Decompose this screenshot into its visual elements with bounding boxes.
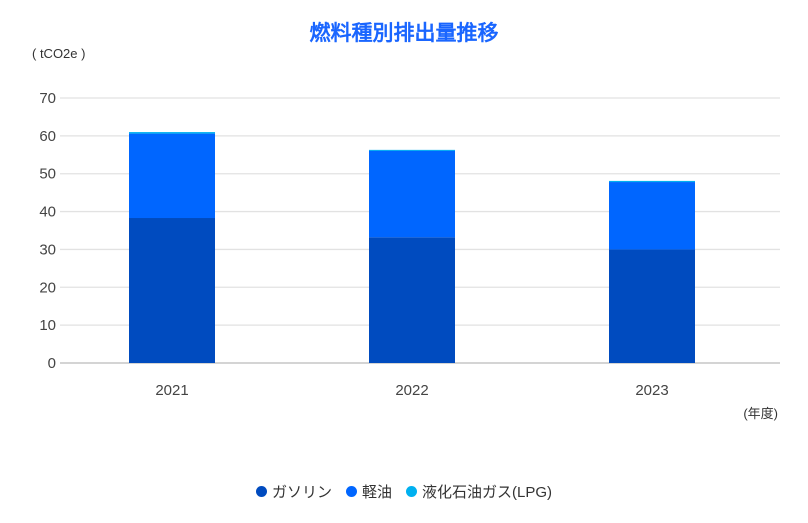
legend-label: 軽油 bbox=[361, 484, 392, 501]
y-tick-label: 50 bbox=[39, 166, 56, 183]
legend-item[interactable]: 液化石油ガス(LPG) bbox=[406, 481, 552, 502]
bar-2021-series-2 bbox=[129, 132, 215, 134]
y-tick-label: 30 bbox=[39, 241, 56, 258]
legend-dot-icon bbox=[345, 486, 357, 497]
y-axis-unit-label: ( tCO2e ) bbox=[32, 46, 85, 61]
y-tick-label: 0 bbox=[48, 355, 56, 372]
legend-label: 液化石油ガス(LPG) bbox=[422, 484, 553, 501]
chart-title: 燃料種別排出量推移 bbox=[310, 21, 499, 45]
legend-dot-icon bbox=[255, 486, 267, 497]
legend-dot-icon bbox=[406, 486, 417, 497]
bar-2022-series-1 bbox=[369, 150, 455, 238]
y-tick-label: 10 bbox=[39, 317, 56, 334]
y-tick-label: 20 bbox=[39, 279, 56, 296]
bar-2022-series-2 bbox=[369, 149, 455, 151]
x-axis-unit-label: (年度) bbox=[743, 406, 778, 421]
legend: ガソリン 軽油 液化石油ガス(LPG) bbox=[0, 481, 808, 502]
x-tick-label: 2021 bbox=[155, 382, 188, 399]
x-tick-label: 2023 bbox=[635, 382, 668, 399]
x-tick-label: 2022 bbox=[395, 382, 428, 399]
bar-2021-series-1 bbox=[129, 133, 215, 219]
legend-label: ガソリン bbox=[271, 484, 332, 501]
y-tick-label: 60 bbox=[39, 128, 56, 145]
y-tick-label: 40 bbox=[39, 204, 56, 221]
bar-2023-series-0 bbox=[609, 249, 695, 363]
stacked-bar-chart: 燃料種別排出量推移 ( tCO2e ) (年度) 0 10 20 30 40 50 60 70… bbox=[32, 21, 780, 421]
bar-2021-series-0 bbox=[129, 218, 215, 363]
y-tick-label: 70 bbox=[39, 90, 56, 107]
bar-2023-series-1 bbox=[609, 182, 695, 250]
bar-2023-series-2 bbox=[609, 180, 695, 183]
legend-item[interactable]: 軽油 bbox=[345, 481, 392, 502]
legend-item[interactable]: ガソリン bbox=[255, 481, 332, 502]
bar-2022-series-0 bbox=[369, 237, 455, 363]
